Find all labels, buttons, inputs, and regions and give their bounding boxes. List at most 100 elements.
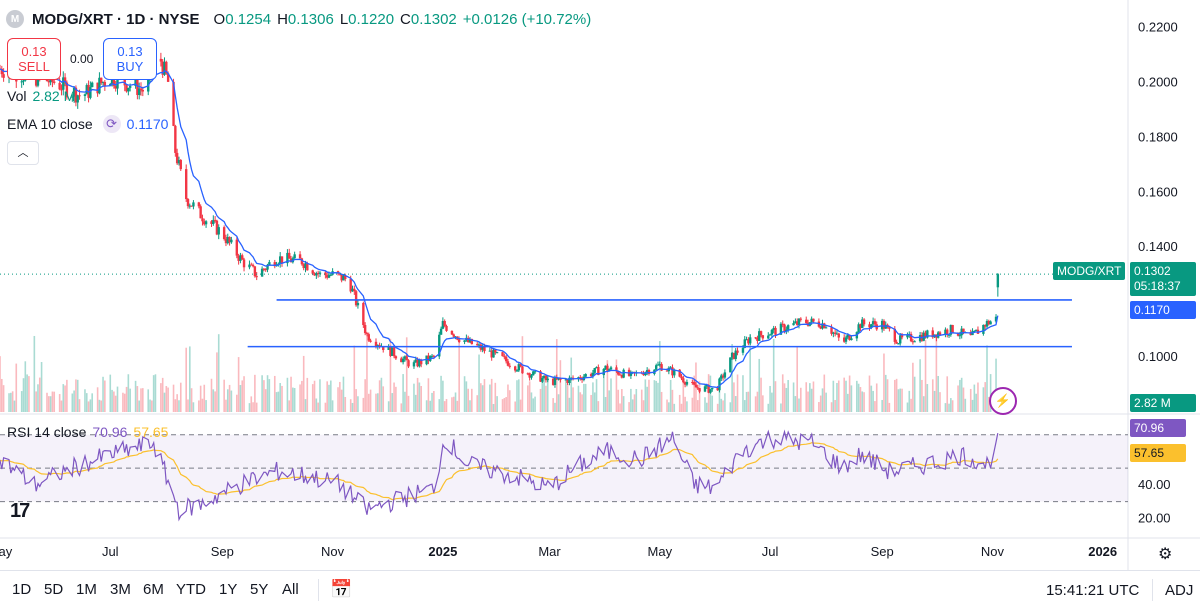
price-tick-label: 0.1600 [1138, 184, 1178, 199]
volume-bar [199, 385, 202, 412]
lightning-icon[interactable]: ⚡ [989, 387, 1017, 415]
volume-bar [671, 389, 674, 412]
volume-bar [863, 392, 865, 412]
volume-legend[interactable]: Vol 2.82 M [7, 88, 75, 104]
high-value: 0.1306 [287, 10, 334, 28]
candle-body [873, 321, 877, 325]
candle-body [974, 329, 978, 331]
candle-body [241, 255, 244, 260]
volume-bar [960, 377, 963, 412]
candle-body [741, 347, 745, 353]
volume-bar [89, 399, 92, 412]
volume-bar [597, 401, 600, 412]
volume-bar [391, 393, 394, 412]
volume-bar [819, 395, 822, 412]
volume-bar [785, 387, 788, 412]
candle-body [566, 379, 569, 383]
close-label: C [400, 10, 411, 28]
volume-bar [478, 354, 480, 412]
volume-bar [754, 396, 757, 412]
volume-bar [621, 389, 623, 412]
candle-body [857, 324, 860, 333]
calendar-icon[interactable]: 📅 [330, 579, 353, 599]
collapse-legend-button[interactable]: ︿ [7, 141, 39, 165]
volume-bar [241, 380, 244, 412]
volume-bar [492, 403, 495, 412]
candle-body [174, 125, 177, 153]
candle-body [669, 367, 672, 369]
volume-bar [116, 386, 119, 412]
volume-bar [149, 399, 151, 412]
volume-bar [190, 388, 193, 412]
volume-bar [857, 383, 860, 412]
volume-bar [566, 384, 569, 412]
volume-bar [812, 381, 815, 412]
chart-canvas[interactable]: 0.2200 0.2000 0.1800 0.1600 0.1400 0.1000 40.0… [0, 0, 1200, 570]
volume-bar [304, 399, 307, 412]
timeframe-1m[interactable]: 1M [76, 581, 97, 598]
volume-bar [780, 403, 782, 412]
candle-body [210, 221, 213, 224]
candle-body [962, 328, 965, 333]
volume-bar [330, 380, 332, 412]
volume-bar [160, 383, 162, 412]
symbol-title[interactable]: MODG/XRT · 1D · NYSE [32, 10, 200, 28]
timeframe-1d[interactable]: 1D [12, 581, 32, 598]
volume-bar [51, 391, 54, 412]
volume-bar [875, 383, 878, 412]
ema-legend[interactable]: EMA 10 close ⟳ 0.1170 [7, 115, 168, 133]
candle-body [671, 367, 674, 376]
timeframe-6m[interactable]: 6M [143, 581, 164, 598]
rsi-legend[interactable]: RSI 14 close 70.96 57.65 [7, 424, 168, 440]
adj-button[interactable]: ADJ [1165, 582, 1194, 599]
volume-bar [328, 384, 330, 412]
candle-body [392, 347, 396, 357]
timeframe-ytd[interactable]: YTD [176, 581, 206, 598]
candle-body [987, 320, 991, 325]
timeframe-1y[interactable]: 1Y [219, 581, 238, 598]
volume-bar [698, 381, 701, 412]
candle-body [604, 365, 607, 369]
sync-icon[interactable]: ⟳ [102, 115, 121, 133]
volume-bar [378, 380, 381, 412]
buy-button[interactable]: 0.13 BUY [103, 38, 157, 80]
candle-body [477, 344, 481, 346]
timeframe-5y[interactable]: 5Y [250, 581, 269, 598]
volume-bar [640, 389, 643, 412]
candle-body [495, 352, 499, 354]
volume-bar [33, 335, 36, 412]
volume-bar [921, 379, 923, 412]
volume-bar [821, 388, 824, 412]
candle-body [539, 371, 542, 382]
symbol-logo-icon: M [6, 10, 24, 28]
volume-bar [984, 382, 986, 412]
candle-body [382, 346, 385, 350]
candle-body [884, 324, 887, 329]
volume-bar [75, 379, 77, 412]
volume-bar [747, 391, 750, 412]
volume-bar [337, 387, 339, 412]
volume-bar [557, 394, 560, 412]
gear-icon[interactable]: ⚙ [1158, 546, 1173, 563]
timeframe-all[interactable]: All [282, 581, 299, 598]
candle-body [994, 316, 998, 322]
candle-body [759, 331, 763, 336]
volume-bar [299, 384, 301, 412]
candle-body [217, 227, 220, 235]
candle-body [186, 199, 190, 207]
volume-bar [266, 375, 269, 412]
rsi-tick-label: 20.00 [1138, 510, 1171, 525]
timeframe-3m[interactable]: 3M [110, 581, 131, 598]
candle-body [794, 321, 797, 324]
candle-body [748, 337, 752, 344]
volume-bar [756, 391, 759, 412]
utc-clock[interactable]: 15:41:21 UTC [1046, 582, 1140, 599]
volume-bar [691, 397, 694, 412]
volume-bar [906, 402, 909, 412]
sell-button[interactable]: 0.13 SELL [7, 38, 61, 80]
candle-body [513, 366, 517, 371]
timeframe-5d[interactable]: 5D [44, 581, 64, 598]
candle-body [311, 270, 314, 274]
candle-body [235, 239, 239, 256]
volume-bar [154, 374, 157, 412]
